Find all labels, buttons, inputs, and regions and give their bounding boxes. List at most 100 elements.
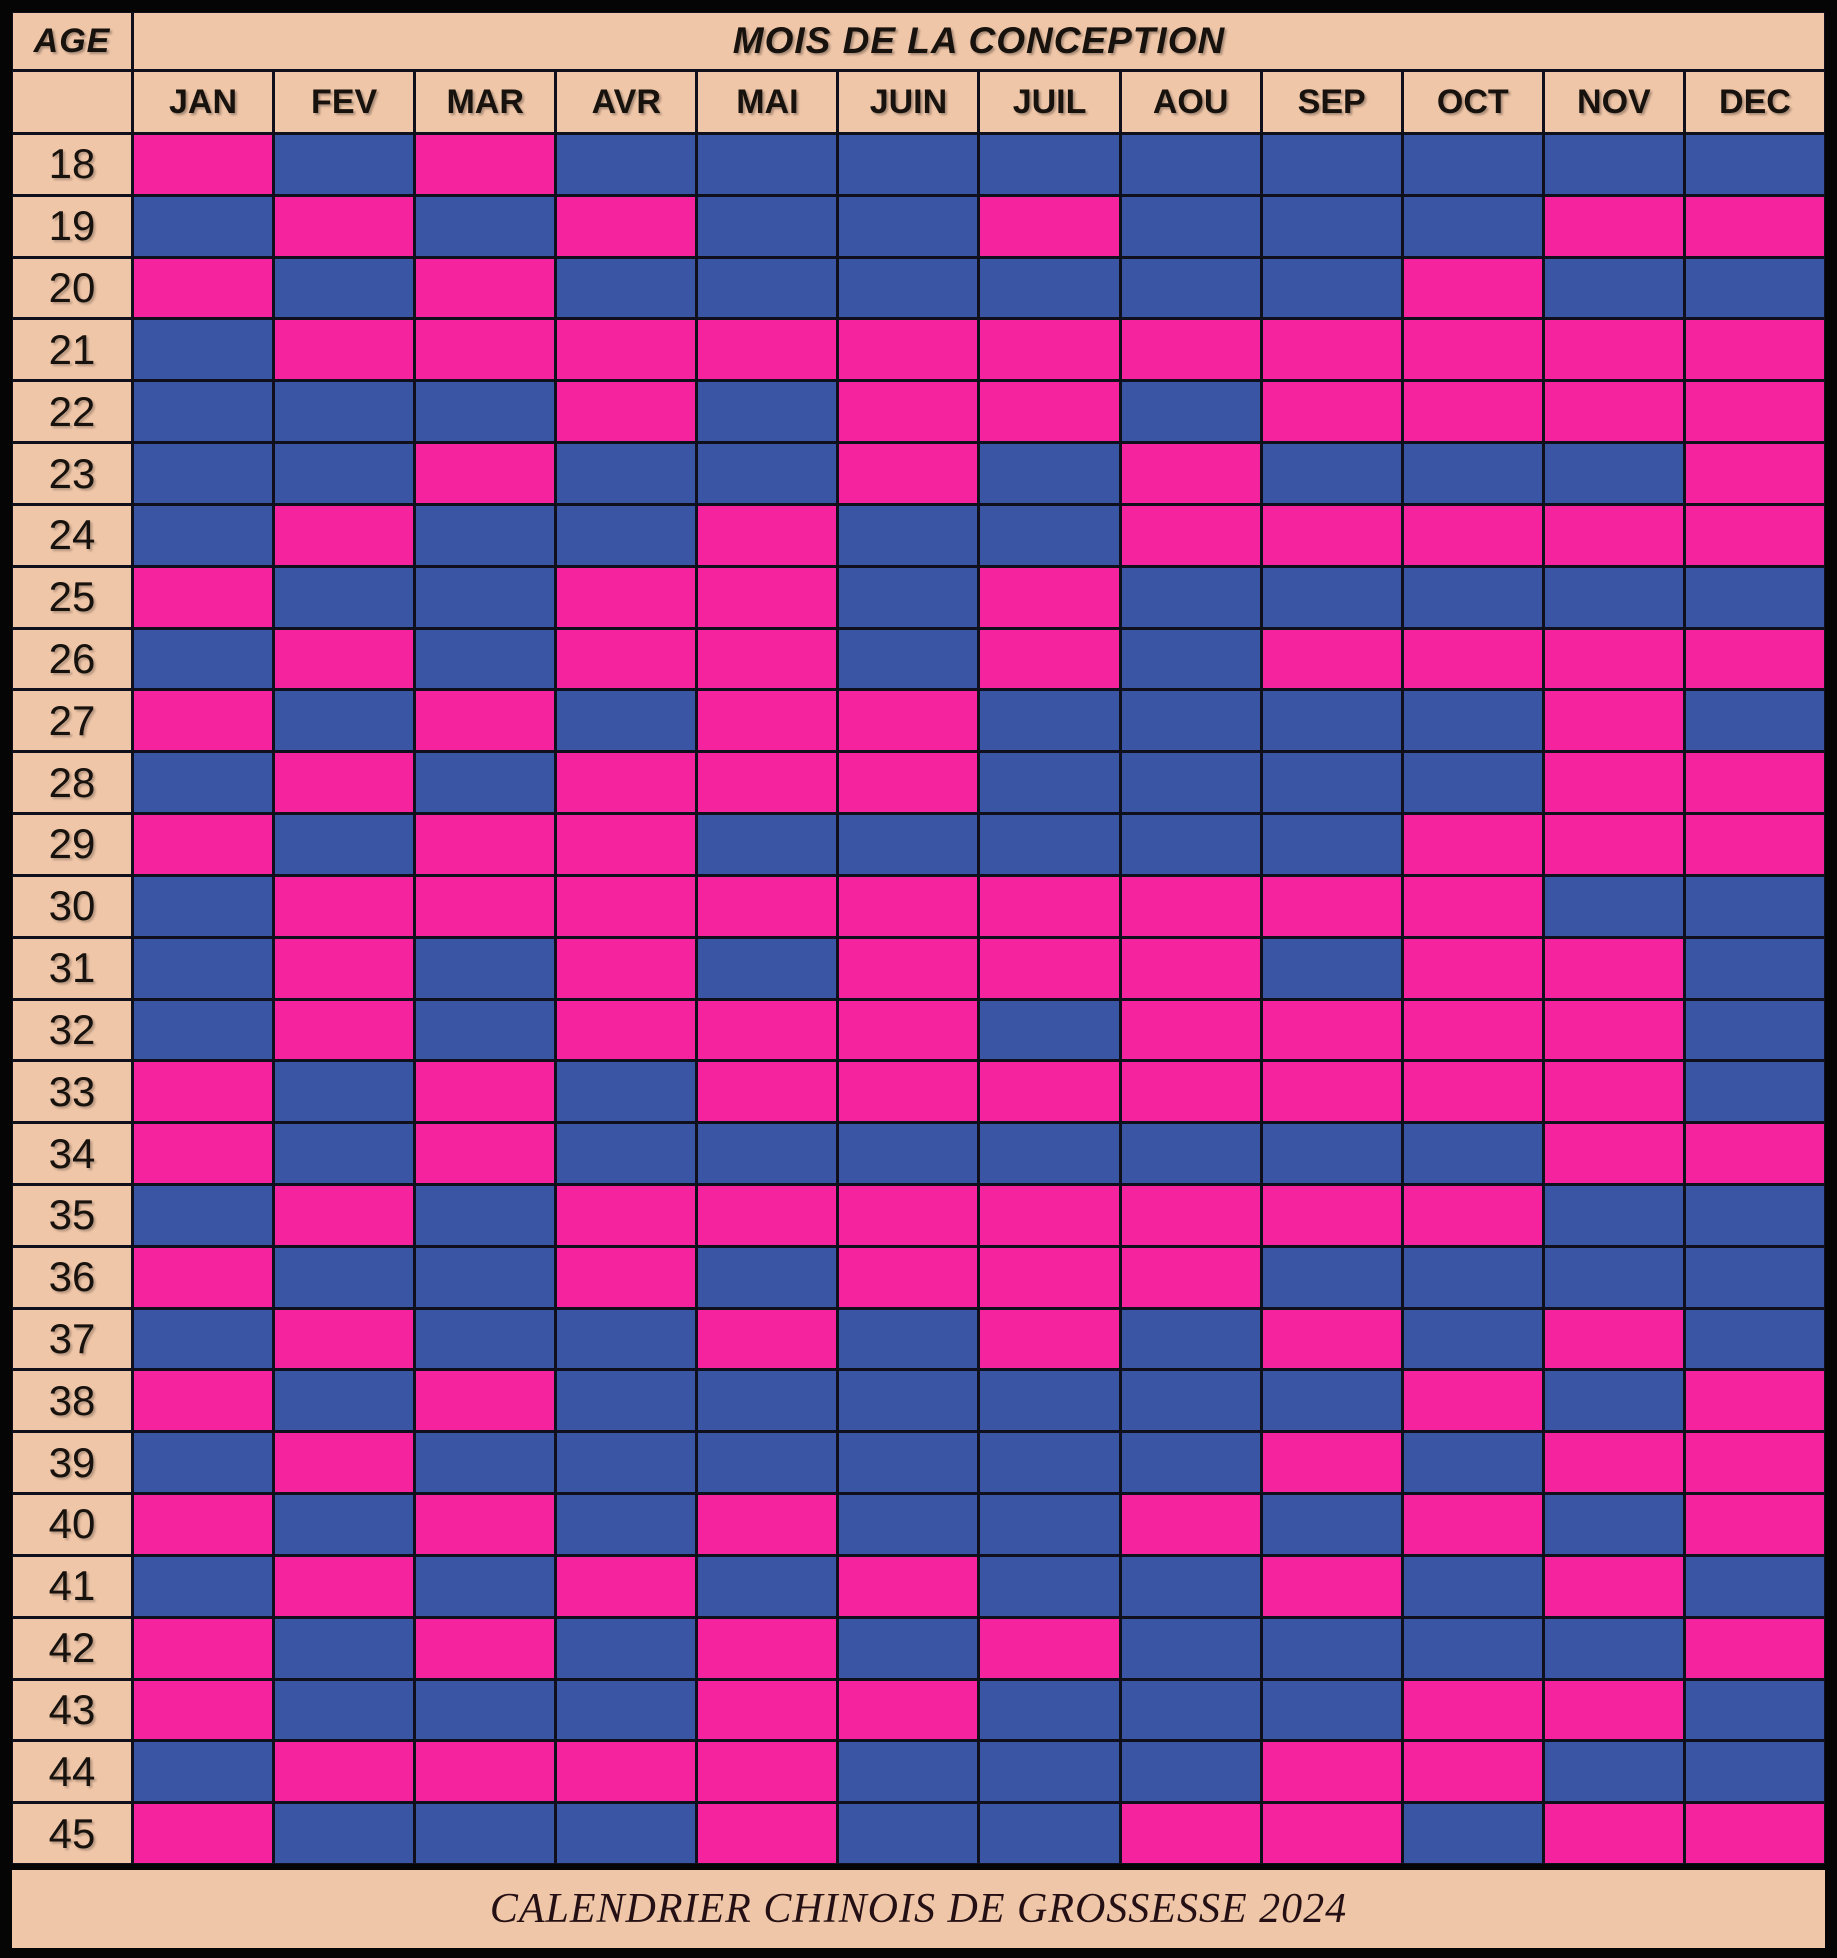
calendar-cell-age44-mar [416, 1742, 555, 1802]
calendar-cell-age38-nov [1544, 1371, 1683, 1431]
calendar-cell-age42-mar [416, 1618, 555, 1678]
calendar-cell-age31-avr [557, 938, 696, 998]
calendar-cell-age19-sep [1262, 196, 1401, 256]
calendar-cell-age24-fev [275, 505, 414, 565]
age-subheader-spacer [13, 72, 131, 132]
calendar-cell-age44-oct [1403, 1742, 1542, 1802]
calendar-cell-age31-juin [839, 938, 978, 998]
calendar-cell-age26-fev [275, 629, 414, 689]
calendar-cell-age21-aou [1121, 320, 1260, 380]
calendar-cell-age37-oct [1403, 1309, 1542, 1369]
calendar-cell-age19-juil [980, 196, 1119, 256]
calendar-cell-age45-nov [1544, 1804, 1683, 1863]
calendar-cell-age41-mai [698, 1556, 837, 1616]
calendar-cell-age26-jan [134, 629, 273, 689]
calendar-cell-age23-oct [1403, 444, 1542, 503]
calendar-cell-age30-nov [1544, 876, 1683, 936]
calendar-cell-age24-juil [980, 505, 1119, 565]
calendar-cell-age28-juil [980, 753, 1119, 813]
calendar-cell-age34-fev [275, 1124, 414, 1183]
age-label-29: 29 [13, 815, 131, 874]
calendar-cell-age20-juil [980, 258, 1119, 318]
calendar-cell-age42-juin [839, 1618, 978, 1678]
calendar-cell-age43-fev [275, 1680, 414, 1740]
age-label-26: 26 [13, 629, 131, 689]
calendar-cell-age18-mai [698, 135, 837, 194]
calendar-cell-age27-nov [1544, 691, 1683, 751]
calendar-cell-age24-mai [698, 505, 837, 565]
age-label-39: 39 [13, 1433, 131, 1493]
age-label-38: 38 [13, 1371, 131, 1431]
calendar-cell-age34-aou [1121, 1124, 1260, 1183]
months-group-header: MOIS DE LA CONCEPTION [134, 13, 1824, 69]
calendar-cell-age26-juin [839, 629, 978, 689]
calendar-cell-age25-mar [416, 567, 555, 627]
calendar-cell-age22-juin [839, 382, 978, 442]
calendar-cell-age31-jan [134, 938, 273, 998]
calendar-cell-age38-jan [134, 1371, 273, 1431]
age-label-27: 27 [13, 691, 131, 751]
calendar-cell-age33-oct [1403, 1062, 1542, 1122]
calendar-cell-age36-aou [1121, 1247, 1260, 1307]
calendar-cell-age38-oct [1403, 1371, 1542, 1431]
age-label-21: 21 [13, 320, 131, 380]
calendar-cell-age22-nov [1544, 382, 1683, 442]
calendar-cell-age22-aou [1121, 382, 1260, 442]
age-label-35: 35 [13, 1185, 131, 1245]
calendar-cell-age35-dec [1685, 1185, 1824, 1245]
calendar-cell-age28-aou [1121, 753, 1260, 813]
calendar-cell-age29-mar [416, 815, 555, 874]
calendar-cell-age40-nov [1544, 1495, 1683, 1554]
calendar-cell-age42-avr [557, 1618, 696, 1678]
calendar-cell-age44-sep [1262, 1742, 1401, 1802]
calendar-cell-age38-aou [1121, 1371, 1260, 1431]
calendar-cell-age27-aou [1121, 691, 1260, 751]
calendar-cell-age39-juin [839, 1433, 978, 1493]
calendar-cell-age33-fev [275, 1062, 414, 1122]
calendar-cell-age45-fev [275, 1804, 414, 1863]
calendar-cell-age31-mar [416, 938, 555, 998]
calendar-cell-age18-oct [1403, 135, 1542, 194]
footer-caption: CALENDRIER CHINOIS DE GROSSESSE 2024 [12, 1870, 1825, 1948]
age-label-28: 28 [13, 753, 131, 813]
calendar-cell-age35-jan [134, 1185, 273, 1245]
age-label-19: 19 [13, 196, 131, 256]
calendar-cell-age24-dec [1685, 505, 1824, 565]
calendar-cell-age42-oct [1403, 1618, 1542, 1678]
calendar-cell-age32-avr [557, 1000, 696, 1060]
calendar-cell-age34-nov [1544, 1124, 1683, 1183]
calendar-cell-age30-jan [134, 876, 273, 936]
calendar-cell-age45-mai [698, 1804, 837, 1863]
calendar-cell-age36-dec [1685, 1247, 1824, 1307]
calendar-cell-age34-dec [1685, 1124, 1824, 1183]
calendar-cell-age22-avr [557, 382, 696, 442]
calendar-cell-age30-mar [416, 876, 555, 936]
calendar-cell-age21-fev [275, 320, 414, 380]
calendar-cell-age20-aou [1121, 258, 1260, 318]
calendar-cell-age19-nov [1544, 196, 1683, 256]
calendar-cell-age35-mar [416, 1185, 555, 1245]
calendar-cell-age18-mar [416, 135, 555, 194]
calendar-cell-age41-sep [1262, 1556, 1401, 1616]
calendar-cell-age29-juin [839, 815, 978, 874]
calendar-cell-age19-oct [1403, 196, 1542, 256]
calendar-cell-age44-mai [698, 1742, 837, 1802]
calendar-cell-age20-fev [275, 258, 414, 318]
calendar-cell-age43-jan [134, 1680, 273, 1740]
calendar-cell-age34-jan [134, 1124, 273, 1183]
calendar-cell-age20-juin [839, 258, 978, 318]
calendar-cell-age36-avr [557, 1247, 696, 1307]
calendar-cell-age29-fev [275, 815, 414, 874]
calendar-cell-age31-dec [1685, 938, 1824, 998]
calendar-cell-age31-mai [698, 938, 837, 998]
calendar-cell-age43-mai [698, 1680, 837, 1740]
calendar-cell-age35-avr [557, 1185, 696, 1245]
age-label-25: 25 [13, 567, 131, 627]
month-header-fev: FEV [275, 72, 414, 132]
calendar-cell-age30-mai [698, 876, 837, 936]
calendar-cell-age22-juil [980, 382, 1119, 442]
calendar-cell-age28-juin [839, 753, 978, 813]
calendar-cell-age45-oct [1403, 1804, 1542, 1863]
calendar-cell-age20-avr [557, 258, 696, 318]
month-header-aou: AOU [1121, 72, 1260, 132]
